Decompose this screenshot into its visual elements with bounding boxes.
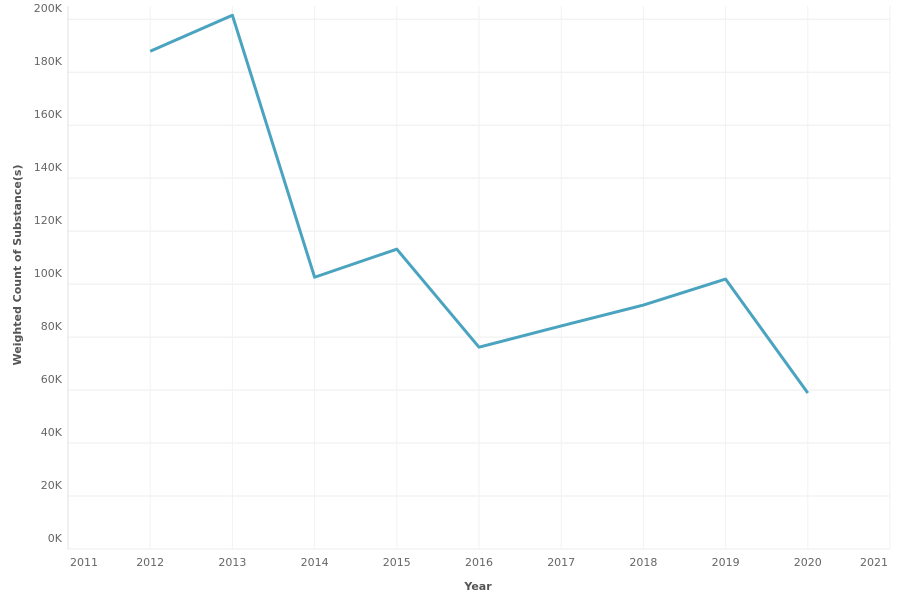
x-tick-label: 2013 (218, 556, 246, 569)
y-tick-label: 0K (48, 532, 63, 545)
x-tick-label: 2012 (136, 556, 164, 569)
y-tick-label: 60K (41, 373, 63, 386)
y-tick-label: 180K (34, 55, 63, 68)
x-tick-label: 2017 (547, 556, 575, 569)
x-axis-title: Year (463, 580, 492, 593)
x-tick-label: 2011 (70, 556, 98, 569)
x-tick-label: 2021 (860, 556, 888, 569)
y-tick-label: 200K (34, 2, 63, 15)
y-tick-label: 80K (41, 320, 63, 333)
y-tick-label: 140K (34, 161, 63, 174)
x-tick-label: 2015 (383, 556, 411, 569)
x-tick-label: 2018 (629, 556, 657, 569)
y-tick-label: 160K (34, 108, 63, 121)
x-tick-label: 2016 (465, 556, 493, 569)
y-tick-label: 40K (41, 426, 63, 439)
x-tick-label: 2019 (712, 556, 740, 569)
x-tick-label: 2020 (794, 556, 822, 569)
y-tick-label: 100K (34, 267, 63, 280)
x-tick-label: 2014 (301, 556, 329, 569)
data-line (149, 13, 810, 394)
y-tick-label: 20K (41, 479, 63, 492)
y-axis-title: Weighted Count of Substance(s) (11, 165, 24, 366)
y-tick-label: 120K (34, 214, 63, 227)
